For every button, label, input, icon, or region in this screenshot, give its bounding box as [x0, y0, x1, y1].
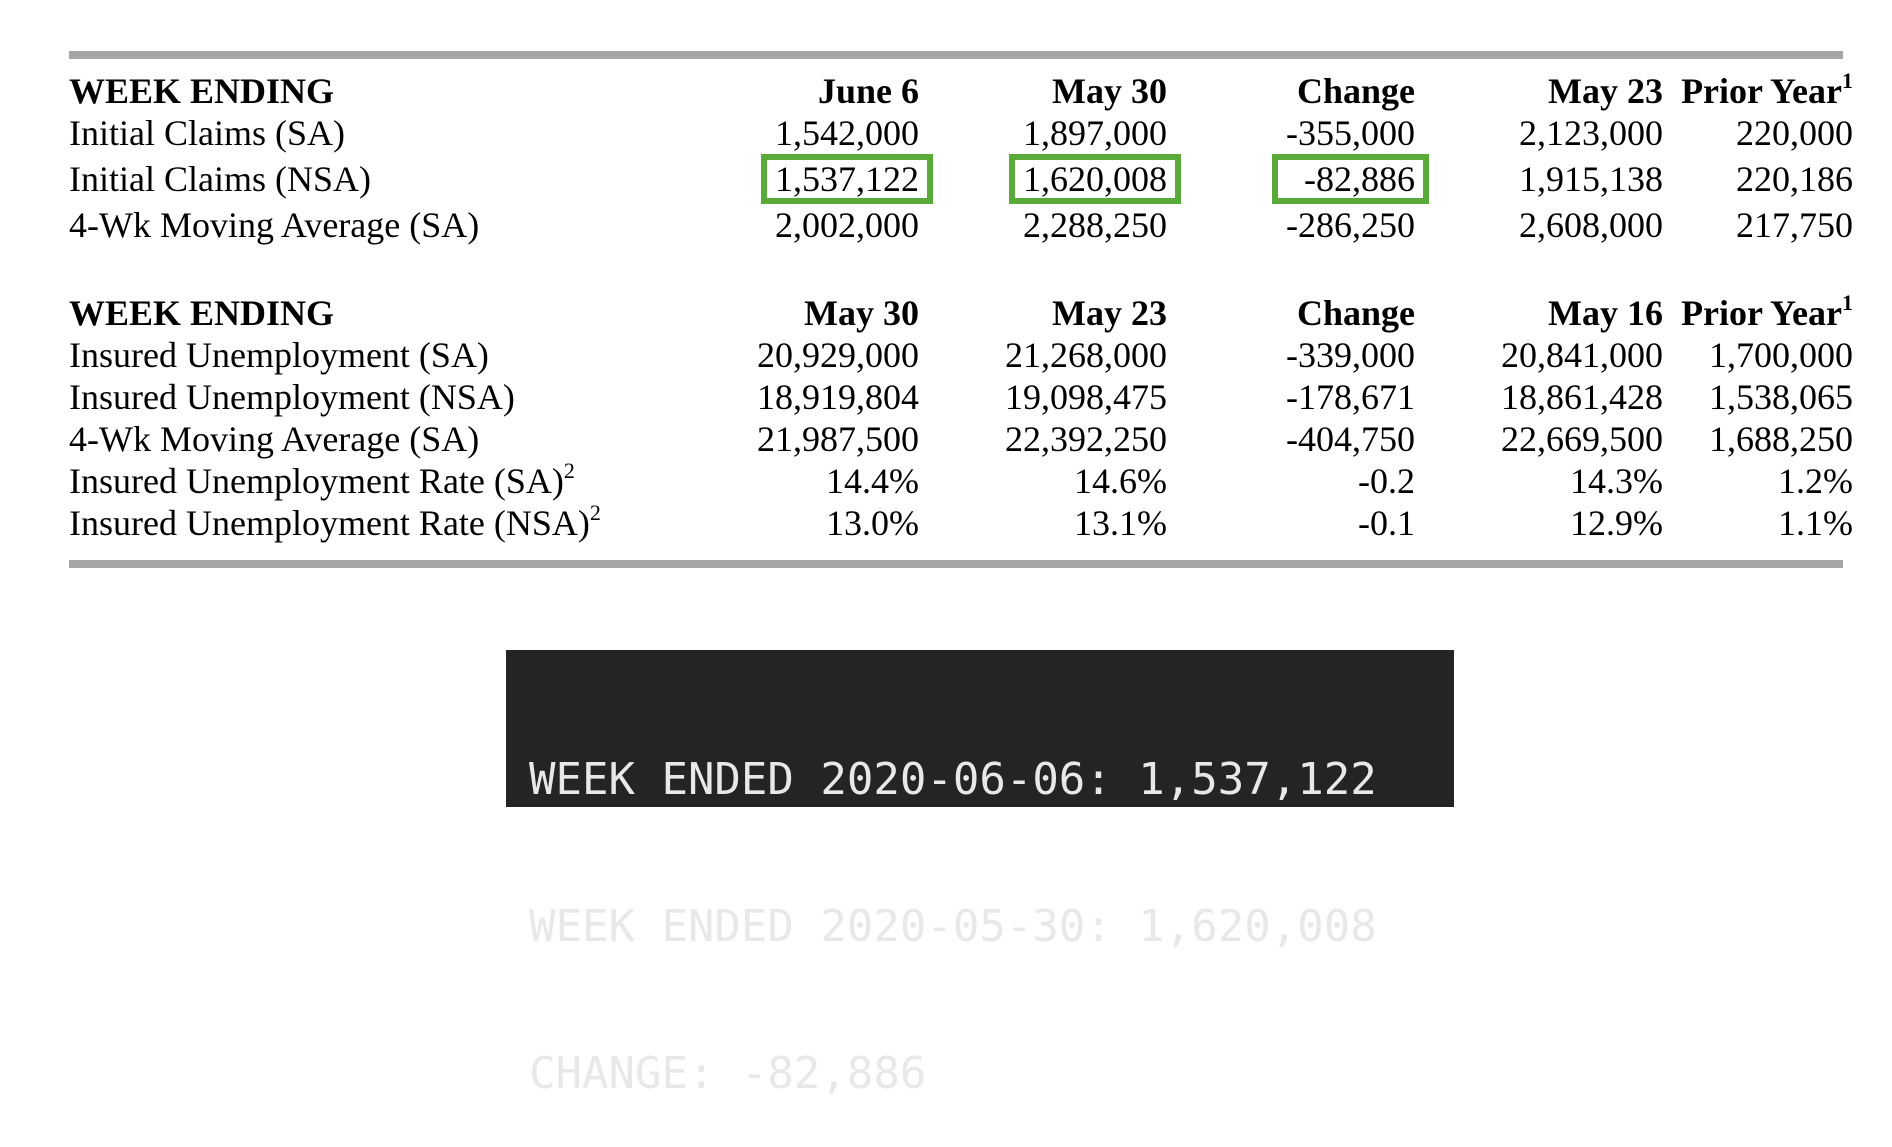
table-row: 4-Wk Moving Average (SA) 2,002,000 2,288… — [69, 204, 1853, 246]
table-cell: 2,002,000 — [775, 205, 919, 245]
row-label-text: Insured Unemployment Rate (SA) — [69, 461, 564, 501]
table1-header-col4: May 23 — [1548, 71, 1663, 111]
terminal-line: CHANGE: -82,886 — [529, 1048, 927, 1099]
table1-header-change: Change — [1296, 71, 1415, 111]
table-cell: 1,700,000 — [1709, 335, 1853, 375]
row-label: Initial Claims (SA) — [69, 113, 345, 153]
table-cell: -355,000 — [1286, 113, 1415, 153]
table-cell: 13.0% — [826, 503, 919, 543]
section-spacer — [69, 246, 1853, 292]
footnote-marker: 1 — [1842, 68, 1853, 93]
table-cell: 18,861,428 — [1501, 377, 1663, 417]
table-cell: 220,186 — [1736, 159, 1853, 199]
table-cell: -0.2 — [1358, 461, 1415, 501]
footnote-marker: 1 — [1842, 290, 1853, 315]
bottom-rule — [69, 560, 1843, 568]
table-row: Insured Unemployment Rate (SA)2 14.4% 14… — [69, 460, 1853, 502]
table-cell-highlighted: 1,537,122 — [679, 154, 933, 204]
table-cell: 1,897,000 — [1023, 113, 1167, 153]
table-cell: 1,538,065 — [1709, 377, 1853, 417]
row-label: Insured Unemployment Rate (SA)2 — [69, 460, 679, 502]
table2-header-col2: May 23 — [1052, 293, 1167, 333]
table-cell: 217,750 — [1736, 205, 1853, 245]
table-cell-highlighted: 1,620,008 — [919, 154, 1181, 204]
table-cell: -286,250 — [1286, 205, 1415, 245]
terminal-line: WEEK ENDED 2020-05-30: 1,620,008 — [529, 901, 1377, 952]
table-cell: 12.9% — [1570, 503, 1663, 543]
table2-header-col4: May 16 — [1548, 293, 1663, 333]
prior-year-label: Prior Year — [1681, 293, 1842, 333]
table1-header-col1: June 6 — [817, 71, 919, 111]
table-cell: 19,098,475 — [1005, 377, 1167, 417]
table-cell: 1,542,000 — [775, 113, 919, 153]
row-label-text: 4-Wk Moving Average (SA) — [69, 419, 480, 459]
table-cell: 1,915,138 — [1519, 159, 1663, 199]
table-cell: 14.6% — [1074, 461, 1167, 501]
table1-header-prior-year: Prior Year1 — [1663, 70, 1853, 112]
table-row: Initial Claims (NSA) 1,537,122 1,620,008… — [69, 154, 1853, 204]
table-cell: 2,123,000 — [1519, 113, 1663, 153]
table-cell: 1,688,250 — [1709, 419, 1853, 459]
terminal-line: WEEK ENDED 2020-06-06: 1,537,122 — [529, 754, 1377, 805]
table-cell: 20,929,000 — [757, 335, 919, 375]
table-row: 4-Wk Moving Average (SA) 21,987,500 22,3… — [69, 418, 1853, 460]
footnote-marker: 2 — [589, 500, 601, 525]
table-cell: 22,392,250 — [1005, 419, 1167, 459]
table-cell: -178,671 — [1286, 377, 1415, 417]
row-label-text: Insured Unemployment Rate (NSA) — [69, 503, 590, 543]
table2-header-week-ending: WEEK ENDING — [69, 293, 335, 333]
table-cell-highlighted: -82,886 — [1167, 154, 1429, 204]
row-label: Insured Unemployment (NSA) — [69, 376, 679, 418]
table-row: Insured Unemployment Rate (NSA)2 13.0% 1… — [69, 502, 1853, 544]
footnote-marker: 2 — [563, 458, 575, 483]
highlight-box: 1,620,008 — [1009, 154, 1181, 204]
row-label-text: Insured Unemployment (SA) — [69, 335, 489, 375]
table-cell: 21,987,500 — [757, 419, 919, 459]
table-cell: 2,288,250 — [1023, 205, 1167, 245]
table-cell: -0.1 — [1358, 503, 1415, 543]
table1-header-week-ending: WEEK ENDING — [69, 71, 335, 111]
table-row: Insured Unemployment (SA) 20,929,000 21,… — [69, 334, 1853, 376]
table-cell: 2,608,000 — [1519, 205, 1663, 245]
top-rule — [69, 51, 1843, 59]
table-cell: 1.2% — [1778, 461, 1853, 501]
row-label-text: Insured Unemployment (NSA) — [69, 377, 515, 417]
claims-table: WEEK ENDING June 6 May 30 Change May 23 … — [69, 70, 1853, 544]
table2-header-row: WEEK ENDING May 30 May 23 Change May 16 … — [69, 292, 1853, 334]
table-cell: -339,000 — [1286, 335, 1415, 375]
table-cell: 22,669,500 — [1501, 419, 1663, 459]
row-label: 4-Wk Moving Average (SA) — [69, 205, 480, 245]
table-row: Initial Claims (SA) 1,542,000 1,897,000 … — [69, 112, 1853, 154]
table-cell: 220,000 — [1736, 113, 1853, 153]
row-label: Initial Claims (NSA) — [69, 159, 371, 199]
row-label: Insured Unemployment (SA) — [69, 334, 679, 376]
table-row: Insured Unemployment (NSA) 18,919,804 19… — [69, 376, 1853, 418]
table-cell: -404,750 — [1286, 419, 1415, 459]
table-cell: 21,268,000 — [1005, 335, 1167, 375]
table-cell: 14.3% — [1570, 461, 1663, 501]
highlight-box: -82,886 — [1272, 154, 1429, 204]
terminal-output: WEEK ENDED 2020-06-06: 1,537,122 WEEK EN… — [506, 650, 1454, 1098]
table1-header-col2: May 30 — [1052, 71, 1167, 111]
highlight-box: 1,537,122 — [761, 154, 933, 204]
table2-header-prior-year: Prior Year1 — [1663, 292, 1853, 334]
table1-header-row: WEEK ENDING June 6 May 30 Change May 23 … — [69, 70, 1853, 112]
row-label: Insured Unemployment Rate (NSA)2 — [69, 502, 679, 544]
table2-header-change: Change — [1296, 293, 1415, 333]
table-cell: 13.1% — [1074, 503, 1167, 543]
prior-year-label: Prior Year — [1681, 71, 1842, 111]
table2-header-col1: May 30 — [804, 293, 919, 333]
table-cell: 18,919,804 — [757, 377, 919, 417]
table-cell: 1.1% — [1778, 503, 1853, 543]
table-cell: 14.4% — [826, 461, 919, 501]
table-cell: 20,841,000 — [1501, 335, 1663, 375]
row-label: 4-Wk Moving Average (SA) — [69, 418, 679, 460]
